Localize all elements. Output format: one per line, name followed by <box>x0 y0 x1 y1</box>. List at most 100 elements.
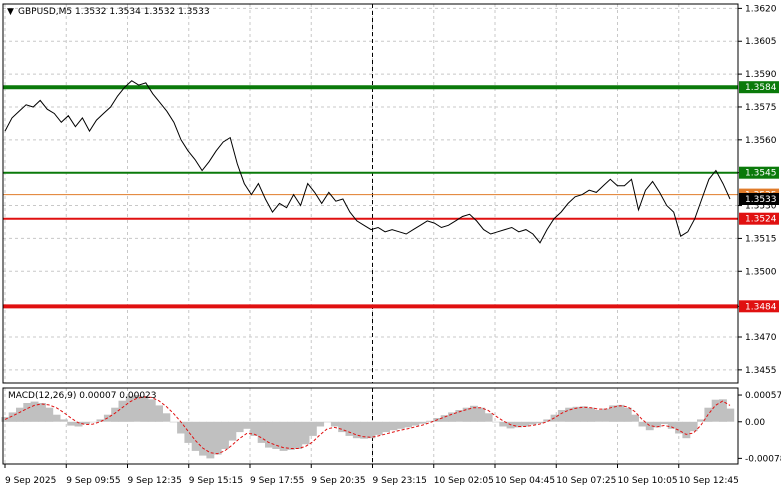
level-tag-text: 1.3545 <box>745 169 777 179</box>
macd-bar <box>543 419 552 422</box>
macd-bar <box>462 407 471 422</box>
macd-bar <box>286 421 295 450</box>
macd-bar <box>74 421 83 427</box>
y-tick-label: 1.3530 <box>745 202 777 212</box>
price-line <box>4 80 731 244</box>
macd-bar <box>323 421 332 423</box>
macd-bar <box>52 414 61 422</box>
main-grid <box>3 4 738 383</box>
x-tick-label: 10 Sep 12:45 <box>679 476 739 486</box>
chart-title: GBPUSD,M5 1.3532 1.3534 1.3532 1.3533 <box>18 7 210 17</box>
macd-title: MACD(12,26,9) 0.00007 0.00023 <box>8 391 157 401</box>
macd-bar <box>265 421 273 448</box>
macd-bar <box>609 405 618 422</box>
level-tag-text: 1.3484 <box>745 302 777 312</box>
x-tick-label: 10 Sep 07:25 <box>556 476 616 486</box>
macd-bar <box>492 421 500 423</box>
macd-bar <box>235 421 244 433</box>
y-tick-label: 1.3455 <box>745 366 777 376</box>
macd-bar <box>499 421 508 427</box>
macd-bar <box>411 421 420 426</box>
macd-bar <box>147 399 156 422</box>
macd-bar <box>484 413 493 422</box>
macd-bar <box>404 421 412 428</box>
macd-bar <box>330 421 339 427</box>
macd-bar <box>660 421 669 425</box>
macd-bar <box>338 421 347 433</box>
chart-titles: ▼ GBPUSD,M5 1.3532 1.3534 1.3532 1.3533 … <box>7 7 210 401</box>
macd-bar <box>455 410 464 422</box>
macd-bar <box>155 405 163 422</box>
macd-bar <box>535 421 544 424</box>
macd-bar <box>711 399 720 422</box>
macd-bar <box>521 421 530 427</box>
macd-bar <box>257 421 266 443</box>
current-price-tag-text: 1.3533 <box>745 195 777 205</box>
macd-bar <box>514 421 522 428</box>
x-tick-label: 9 Sep 20:35 <box>311 476 365 486</box>
macd-bar <box>308 421 317 436</box>
macd-bar <box>697 419 705 422</box>
macd-bar <box>352 421 361 439</box>
macd-bar <box>719 399 727 422</box>
macd-bar <box>294 421 303 449</box>
macd-bar <box>631 414 639 422</box>
macd-bar <box>162 413 171 422</box>
macd-bar <box>601 408 610 422</box>
chart-title-arrow[interactable]: ▼ <box>7 7 14 17</box>
level-tag-bg <box>739 300 779 313</box>
macd-bar <box>477 407 486 422</box>
level-tag-text: 1.3524 <box>745 215 777 225</box>
y-tick-label: 1.3620 <box>745 4 777 14</box>
price-series <box>4 80 731 244</box>
macd-bar <box>726 408 735 422</box>
macd-bar <box>133 395 142 422</box>
x-tick-label: 9 Sep 09:55 <box>66 476 120 486</box>
macd-frame <box>2 387 739 465</box>
macd-bar <box>638 421 647 427</box>
x-tick-label: 9 Sep 23:15 <box>373 476 427 486</box>
macd-bar <box>228 421 237 441</box>
macd-bar <box>682 421 691 439</box>
panel-frames <box>2 3 739 465</box>
macd-bar <box>221 421 229 449</box>
macd-bar <box>206 421 215 459</box>
macd-bar <box>184 421 193 443</box>
x-tick-label: 10 Sep 10:05 <box>618 476 678 486</box>
macd-bar <box>23 403 32 422</box>
macd-signal-line <box>4 396 731 455</box>
macd-bar <box>272 421 281 449</box>
macd-bar <box>396 421 405 429</box>
macd-bar <box>199 421 207 456</box>
macd-bar <box>689 421 698 432</box>
macd-bar <box>374 421 383 435</box>
macd-bar <box>59 419 68 422</box>
macd-bar <box>557 410 566 422</box>
macd-y-tick-label: 0.00 <box>745 418 765 428</box>
macd-bar <box>191 421 200 451</box>
y-tick-label: 1.3590 <box>745 70 777 80</box>
main-frame <box>2 3 739 384</box>
macd-bar <box>448 412 456 422</box>
macd-bar <box>169 421 178 423</box>
macd-bar <box>382 421 390 433</box>
macd-bar <box>653 421 661 428</box>
x-tick-label: 9 Sep 12:35 <box>128 476 182 486</box>
macd-bar <box>528 421 537 425</box>
macd-bar <box>279 421 288 451</box>
macd-bar <box>389 421 398 431</box>
macd-bar <box>367 421 376 439</box>
level-lines <box>3 85 738 309</box>
macd-y-tick-label: -0.00078 <box>745 454 781 464</box>
x-tick-label: 9 Sep 15:15 <box>189 476 243 486</box>
x-tick-label: 10 Sep 02:05 <box>434 476 494 486</box>
macd-bar <box>140 396 149 422</box>
y-tick-label: 1.3470 <box>745 333 777 343</box>
y-tick-label: 1.3500 <box>745 267 777 277</box>
macd-bar <box>81 421 90 425</box>
y-tick-label: 1.3605 <box>745 37 777 47</box>
macd-bar <box>440 415 449 422</box>
x-tick-label: 9 Sep 2025 <box>5 476 56 486</box>
macd-bar <box>470 405 478 422</box>
